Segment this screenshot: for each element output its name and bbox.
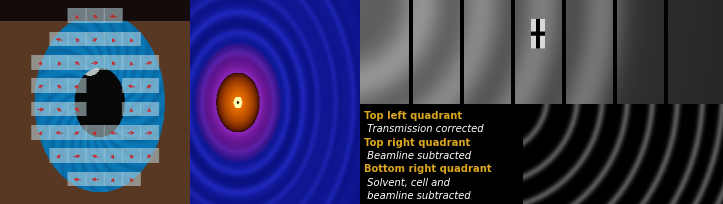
Text: Bottom right quadrant: Bottom right quadrant [364,164,492,174]
Text: Beamline subtracted: Beamline subtracted [364,151,471,161]
Text: beamline subtracted: beamline subtracted [364,191,470,201]
Text: Solvent, cell and: Solvent, cell and [364,178,450,188]
Text: Top right quadrant: Top right quadrant [364,138,470,148]
Text: Transmission corrected: Transmission corrected [364,124,483,134]
Text: Top left quadrant: Top left quadrant [364,111,462,121]
